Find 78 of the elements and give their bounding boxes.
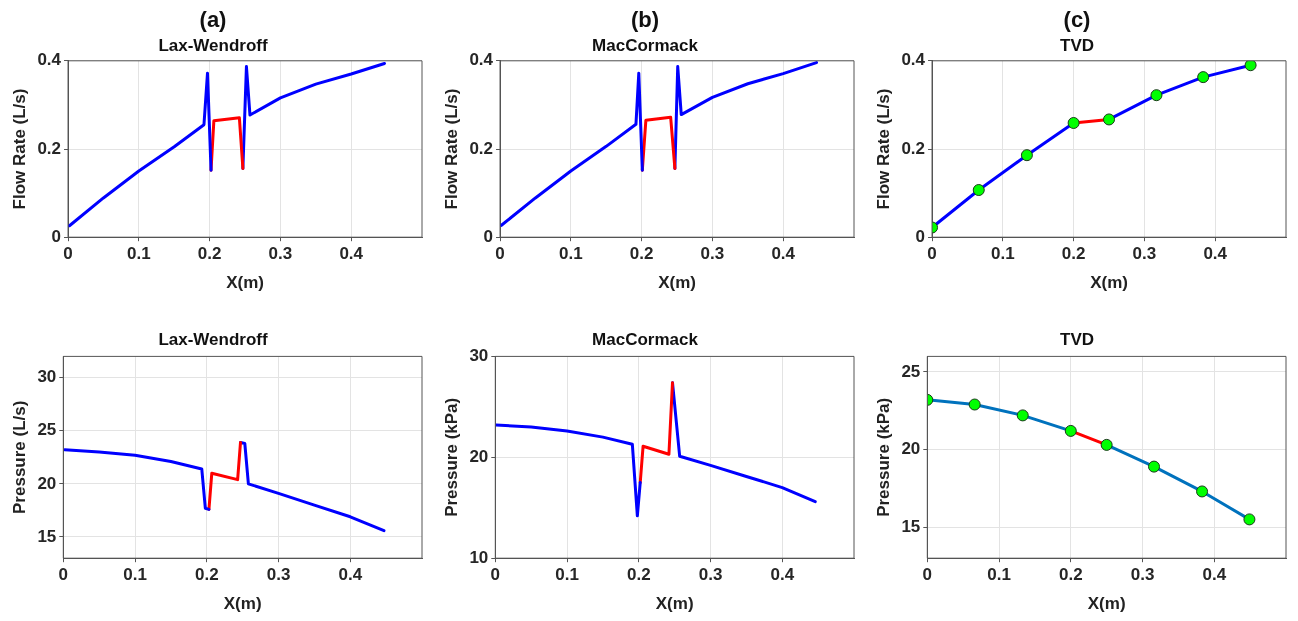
x-axis-title: X(m) [223, 594, 262, 614]
x-tick-label: 0.4 [339, 244, 364, 264]
point [1016, 409, 1029, 422]
x-tick-label: 0.1 [555, 565, 579, 585]
point [1100, 438, 1113, 451]
point [1020, 149, 1033, 162]
x-axis-title: X(m) [1090, 273, 1128, 293]
point [1148, 460, 1160, 473]
chart-title: TVD [1060, 329, 1094, 349]
x-tick-label: 0.3 [700, 244, 725, 264]
y-tick-label: 0.2 [469, 138, 494, 158]
y-tick-label: 20 [469, 446, 489, 466]
x-tick-label: 0.3 [698, 565, 723, 585]
x-tick-label: 0.1 [987, 565, 1011, 585]
point [972, 184, 985, 197]
x-tick-label: 0.4 [771, 244, 796, 264]
x-tick-label: 0.4 [338, 565, 363, 585]
x-axis-title: X(m) [1087, 594, 1126, 614]
chart-title: (c) [1063, 7, 1091, 33]
x-tick-label: 0.2 [194, 565, 219, 585]
y-axis-title: Pressure (kPa) [441, 397, 461, 517]
point [1150, 89, 1163, 102]
x-tick-label: 0.2 [1061, 244, 1086, 264]
y-axis-title: Pressure (kPa) [873, 397, 893, 517]
x-axis-title: X(m) [655, 594, 694, 614]
y-axis-title: Flow Rate (L/s) [9, 88, 29, 210]
point [1244, 60, 1257, 72]
y-tick-label: 0 [51, 226, 62, 246]
y-tick-label: 25 [901, 361, 921, 381]
y-tick-label: 20 [37, 473, 57, 493]
y-tick-label: 10 [469, 547, 489, 567]
y-axis-title: Pressure (L/s) [9, 400, 29, 514]
y-tick-label: 15 [901, 516, 921, 536]
y-tick-label: 0.2 [37, 138, 62, 158]
x-tick-label: 0.4 [1202, 565, 1227, 585]
x-tick-label: 0.3 [266, 565, 291, 585]
y-tick-label: 30 [37, 367, 57, 387]
x-tick-label: 0.3 [1132, 244, 1157, 264]
y-tick-label: 0.4 [901, 50, 926, 70]
x-tick-label: 0.3 [1130, 565, 1155, 585]
x-tick-label: 0.2 [1058, 565, 1083, 585]
point [1103, 113, 1116, 126]
y-tick-label: 30 [469, 346, 489, 366]
x-tick-label: 0.2 [626, 565, 651, 585]
point [968, 398, 981, 411]
chart-subtitle: Lax-Wendroff [158, 36, 268, 56]
chart-title: (a) [199, 7, 227, 33]
y-axis-title: Flow Rate (L/s) [873, 88, 893, 210]
x-tick-label: 0.2 [629, 244, 654, 264]
chart-title: Lax-Wendroff [158, 329, 268, 349]
y-tick-label: 0.4 [469, 50, 494, 70]
point [1197, 71, 1210, 84]
y-axis-title: Flow Rate (L/s) [441, 88, 461, 210]
chart-subtitle: MacCormack [592, 36, 699, 56]
x-axis-title: X(m) [658, 273, 696, 293]
y-tick-label: 0.2 [901, 138, 926, 158]
y-tick-label: 0.4 [37, 50, 62, 70]
chart-title: MacCormack [592, 329, 699, 349]
y-tick-label: 25 [37, 420, 57, 440]
x-tick-label: 0.3 [268, 244, 293, 264]
point [1243, 513, 1256, 526]
x-tick-label: 0.1 [991, 244, 1015, 264]
y-tick-label: 0 [915, 226, 926, 246]
x-axis-title: X(m) [226, 273, 264, 293]
point [1196, 485, 1209, 498]
chart-subtitle: TVD [1060, 36, 1094, 56]
x-tick-label: 0.4 [770, 565, 795, 585]
point [1067, 116, 1080, 129]
x-tick-label: 0.4 [1203, 244, 1228, 264]
x-tick-label: 0.1 [559, 244, 583, 264]
point [1064, 424, 1077, 437]
chart-title: (b) [630, 7, 660, 33]
y-tick-label: 20 [901, 439, 921, 459]
x-tick-label: 0.1 [123, 565, 147, 585]
y-tick-label: 15 [37, 526, 57, 546]
x-tick-label: 0.1 [127, 244, 151, 264]
y-tick-label: 0 [483, 226, 494, 246]
x-tick-label: 0.2 [197, 244, 222, 264]
